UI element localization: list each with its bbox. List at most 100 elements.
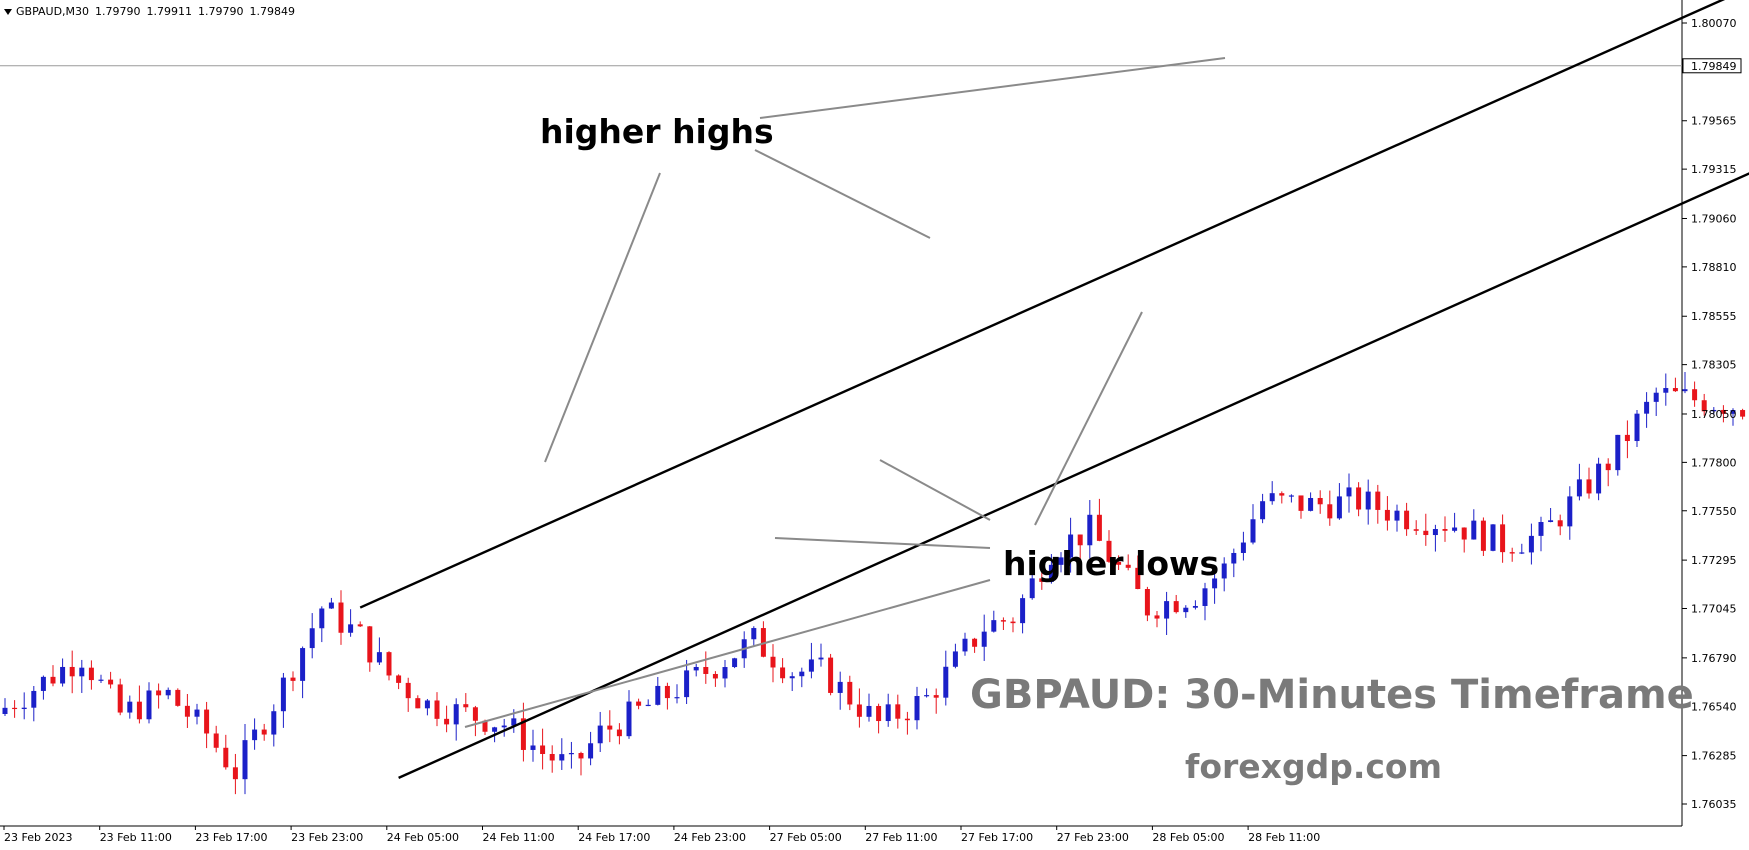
candle-body [789, 676, 795, 679]
y-tick-label: 1.77045 [1691, 603, 1737, 616]
candle-body [828, 657, 834, 693]
channel-lines [359, 0, 1749, 779]
candle-body [1384, 509, 1390, 521]
candle-body [645, 704, 651, 707]
candle-body [511, 718, 517, 726]
x-tick-label: 27 Feb 05:00 [770, 831, 842, 844]
candle-body [1279, 493, 1285, 496]
candle-body [1048, 564, 1054, 582]
candle-body [1576, 479, 1582, 497]
candle-body [444, 718, 450, 725]
candle-body [1039, 578, 1045, 582]
candle-body [1423, 530, 1429, 536]
candle-body [799, 671, 805, 677]
higher-lows-label: higher lows [1003, 544, 1219, 583]
higher-lows-pointer [464, 579, 991, 728]
candle-body [194, 709, 200, 717]
candle-body [607, 725, 613, 730]
candle-body [1404, 510, 1410, 530]
chart-header: GBPAUD,M30 1.79790 1.79911 1.79790 1.79849 [4, 5, 301, 18]
candle-body [376, 652, 382, 663]
candle-body [751, 628, 757, 640]
candle-body [924, 695, 930, 697]
y-tick-label: 1.76540 [1691, 700, 1737, 713]
close-value: 1.79849 [249, 5, 296, 18]
candle-body [1461, 527, 1467, 540]
candle-body [837, 681, 843, 693]
candle-body [69, 666, 75, 677]
candle-body [1202, 588, 1208, 606]
candle-body [856, 704, 862, 717]
candle-body [338, 602, 344, 633]
candle-body [847, 681, 853, 705]
candle-body [21, 707, 27, 710]
candle-body [1269, 493, 1275, 502]
candle-body [1509, 552, 1515, 554]
candle-body [453, 704, 459, 725]
candle-body [1711, 409, 1717, 412]
candle-body [1557, 520, 1563, 527]
candle-body [1260, 501, 1266, 520]
candle-body [1615, 434, 1621, 471]
candle-body [626, 701, 632, 737]
candle-body [492, 727, 498, 732]
candle-body [1221, 563, 1227, 579]
candle-body [1068, 534, 1074, 558]
candle-body [357, 624, 363, 627]
higher-lows-pointer [879, 459, 991, 521]
candle-body [588, 743, 594, 759]
candle-body [885, 704, 891, 722]
candle-body [12, 707, 18, 710]
candle-body [952, 651, 958, 667]
candle-body [1432, 529, 1438, 536]
price-axis[interactable]: 1.80070 1.79565 1.79315 1.79060 1.78810 1.785… [1682, 17, 1742, 811]
candle-body [1480, 520, 1486, 551]
candle-body [252, 729, 258, 741]
candle-body [1519, 552, 1525, 554]
candle-body [1634, 413, 1640, 442]
candle-body [1500, 524, 1506, 553]
candle-body [1020, 598, 1026, 624]
candle-body [520, 718, 526, 750]
candle-body [1605, 463, 1611, 471]
candle-body [1394, 510, 1400, 521]
candle-body [1327, 504, 1333, 519]
candle-body [981, 631, 987, 647]
collapse-arrow-icon[interactable] [4, 9, 12, 15]
watermark-title: GBPAUD: 30-Minutes Timeframe [970, 672, 1694, 718]
y-tick-label: 1.78555 [1691, 310, 1737, 323]
candle-body [1183, 607, 1189, 613]
candle-body [1644, 401, 1650, 414]
x-tick-label: 27 Feb 23:00 [1057, 831, 1129, 844]
candle-body [1288, 495, 1294, 497]
candle-body [1106, 540, 1112, 562]
candle-body [1538, 522, 1544, 536]
candle-body [424, 700, 430, 709]
candle-body [780, 667, 786, 679]
higher-lows-pointer [774, 537, 991, 549]
time-axis[interactable]: 23 Feb 2023 23 Feb 11:00 23 Feb 17:00 23 Fe… [3, 826, 1320, 844]
candle-body [434, 700, 440, 719]
candle-body [1471, 520, 1477, 540]
candle-body [1250, 519, 1256, 543]
candle-body [1144, 589, 1150, 616]
x-tick-label: 24 Feb 17:00 [578, 831, 650, 844]
y-tick-label: 1.77295 [1691, 554, 1737, 567]
candle-body [1567, 496, 1573, 527]
x-tick-label: 23 Feb 17:00 [195, 831, 267, 844]
candle-body [127, 701, 133, 713]
higher-highs-pointer [544, 172, 661, 463]
candle-body [559, 754, 565, 761]
candle-body [1010, 621, 1016, 624]
candle-body [290, 677, 296, 681]
candle-body [117, 684, 123, 713]
candle-body [655, 685, 661, 705]
candle-body [1356, 487, 1362, 510]
candle-body [213, 733, 219, 748]
candle-body [280, 677, 286, 712]
candle-body [1586, 479, 1592, 494]
x-tick-label: 28 Feb 11:00 [1248, 831, 1320, 844]
y-tick-label: 1.77800 [1691, 456, 1737, 469]
candle-body [636, 701, 642, 706]
